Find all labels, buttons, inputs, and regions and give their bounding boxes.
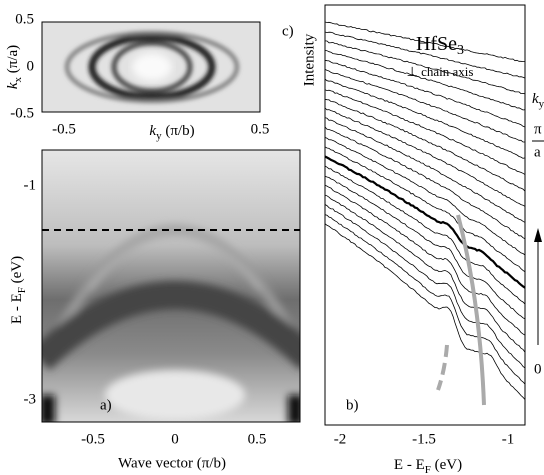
x-tick-label: 0: [171, 431, 179, 447]
edc-curve: [325, 194, 525, 353]
side-k: ky: [532, 91, 544, 109]
edc-curve: [325, 204, 525, 369]
x-axis-label: E - EF (eV): [394, 457, 462, 475]
arrow-head: [534, 228, 542, 242]
inset-x-tick: -0.5: [52, 121, 76, 137]
y-tick-label: -1: [24, 177, 37, 193]
x-tick-label: -1: [502, 431, 515, 447]
edc-curve: [325, 40, 525, 95]
edc-curve: [325, 175, 525, 320]
material-title: HfSe3: [416, 33, 464, 59]
edc-curve: [325, 126, 525, 240]
x-tick-label: 0.5: [248, 431, 267, 447]
edc-curve: [325, 31, 525, 79]
edc-curve: [325, 78, 525, 159]
inset-x-label: ky (π/b): [149, 123, 194, 141]
edc-curve: [325, 146, 525, 273]
edc-curve: [325, 165, 525, 305]
fermi-map: [42, 22, 260, 112]
panel-label: a): [100, 397, 112, 413]
inset-y-tick: 0.5: [15, 11, 34, 27]
edc-curve: [325, 59, 525, 128]
edc-curves: [325, 21, 525, 400]
edc-curve: [325, 89, 525, 175]
inset-y-label: kx (π/a): [5, 45, 23, 89]
edc-curve: [325, 50, 525, 111]
x-tick-label: -0.5: [81, 431, 105, 447]
x-tick-label: -1.5: [412, 431, 436, 447]
edc-curve: [325, 214, 525, 385]
y-tick-label: -3: [24, 391, 37, 407]
edc-curve: [325, 21, 525, 63]
edc-curve: [325, 223, 525, 400]
panel-label: c): [282, 23, 294, 39]
subtitle: ⊥ chain axis: [407, 64, 474, 79]
edc-curve: [325, 155, 525, 289]
inset-frame: [41, 21, 261, 113]
side-zero: 0: [534, 361, 542, 377]
edc-curve: [325, 107, 525, 207]
edc-curve: [325, 184, 525, 336]
panel-label: b): [346, 397, 359, 413]
arpes-image: [42, 150, 300, 422]
side-a: a: [534, 144, 541, 160]
edc-curve: [325, 98, 525, 192]
panel-c-frame: [324, 4, 526, 426]
x-tick-label: -2: [334, 431, 347, 447]
inset-x-tick: 0.5: [251, 121, 270, 137]
side-pi: π: [534, 121, 542, 137]
x-axis-label: Wave vector (π/b): [118, 455, 226, 471]
y-axis-label: Intensity: [301, 33, 317, 86]
inset-y-tick: -0.5: [10, 105, 34, 121]
inset-y-tick: 0: [27, 58, 35, 74]
panel-a-frame: [41, 149, 301, 423]
y-axis-label: E - EF (eV): [9, 256, 27, 324]
edc-curve: [325, 68, 525, 143]
peak-guides: [436, 214, 486, 406]
edc-curve: [325, 137, 525, 256]
edc-curve: [325, 117, 525, 223]
